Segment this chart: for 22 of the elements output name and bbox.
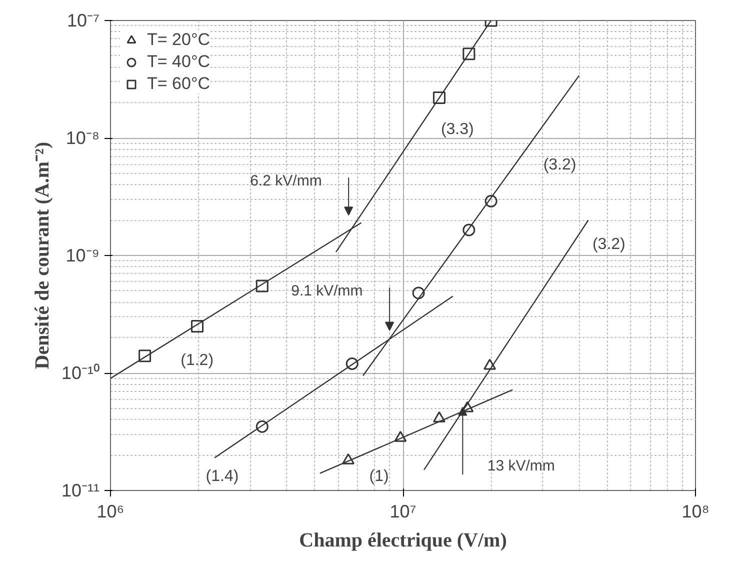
annotation: (1) [369, 468, 389, 485]
annotation: (1.2) [180, 352, 214, 369]
annotation: 9.1 kV/mm [291, 282, 363, 300]
annotation: (3.3) [440, 121, 474, 138]
y-tick-label: 10⁻¹⁰ [61, 363, 100, 383]
y-axis-title: Densité de courant (A.m⁻²) [31, 142, 54, 370]
annotation: (1.4) [206, 468, 239, 485]
y-tick-label: 10⁻¹¹ [61, 480, 100, 500]
y-tick-label: 10⁻⁹ [66, 246, 100, 266]
legend-label: T= 60°C [147, 74, 210, 94]
annotation: (3.2) [543, 156, 576, 174]
x-tick-label: 10⁷ [390, 502, 416, 522]
annotation: (3.2) [592, 236, 626, 254]
x-tick-label: 10⁶ [96, 502, 124, 522]
annotation: 13 kV/mm [487, 458, 555, 475]
y-tick-label: 10⁻⁷ [66, 10, 100, 30]
legend-label: T= 20°C [147, 30, 210, 50]
x-tick-label: 10⁸ [682, 502, 710, 522]
annotation: 6.2 kV/mm [250, 172, 322, 190]
x-axis-title: Champ électrique (V/m) [299, 530, 507, 552]
legend-label: T= 40°C [147, 52, 210, 72]
y-tick-label: 10⁻⁸ [66, 128, 100, 148]
